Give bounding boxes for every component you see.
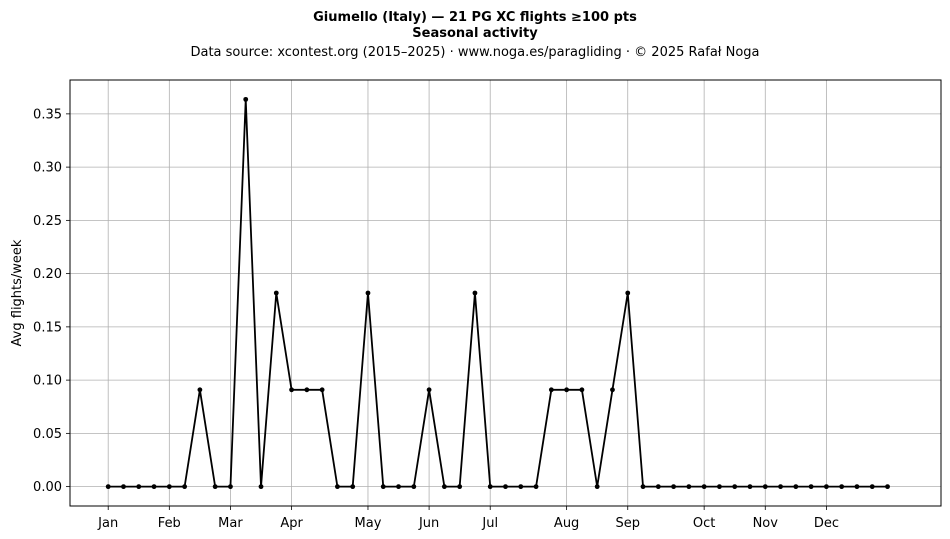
data-point xyxy=(778,484,783,490)
data-point xyxy=(273,290,279,296)
data-point xyxy=(411,484,417,490)
data-point xyxy=(472,290,478,296)
y-tick-label: 0.20 xyxy=(33,267,62,282)
data-point xyxy=(655,484,661,490)
x-tick-label: Oct xyxy=(693,516,715,531)
data-point xyxy=(717,484,722,490)
x-tick-label: Apr xyxy=(280,516,303,531)
grid xyxy=(70,80,941,506)
data-point xyxy=(625,290,631,296)
data-point xyxy=(823,484,829,490)
series-line xyxy=(108,98,888,488)
x-tick-label: Sep xyxy=(615,516,640,531)
y-axis-label: Avg flights/week xyxy=(10,239,25,346)
data-point xyxy=(747,484,753,490)
data-point xyxy=(151,484,157,490)
chart-subtitle: Seasonal activity xyxy=(412,26,538,41)
data-point xyxy=(441,484,447,490)
data-point xyxy=(548,387,554,393)
data-point xyxy=(197,387,203,393)
data-point xyxy=(212,484,218,490)
chart-title: Giumello (Italy) — 21 PG XC flights ≥100… xyxy=(313,10,637,25)
y-tick-label: 0.05 xyxy=(33,427,62,442)
data-point xyxy=(304,387,310,393)
data-point xyxy=(487,484,493,490)
data-point xyxy=(365,290,371,296)
y-tick-label: 0.30 xyxy=(33,161,62,176)
y-tick-label: 0.15 xyxy=(33,320,62,335)
data-point xyxy=(426,387,432,393)
x-tick-label: Jun xyxy=(418,516,439,531)
data-point xyxy=(166,484,172,490)
x-tick-label: May xyxy=(355,516,382,531)
data-point xyxy=(793,484,799,490)
x-tick-label: Aug xyxy=(554,516,579,531)
y-axis: 0.00 0.05 0.10 0.15 0.20 0.25 0.30 0.35 xyxy=(33,107,70,495)
y-tick-label: 0.35 xyxy=(33,107,62,122)
data-point xyxy=(503,484,508,490)
x-tick-label: Nov xyxy=(753,516,779,531)
data-point xyxy=(380,484,386,490)
data-point xyxy=(762,484,768,490)
y-tick-label: 0.00 xyxy=(33,480,62,495)
data-point xyxy=(839,484,845,490)
x-tick-label: Feb xyxy=(158,516,181,531)
data-point xyxy=(335,484,340,490)
data-point xyxy=(258,484,264,490)
data-point xyxy=(671,484,676,490)
data-point xyxy=(121,484,126,490)
chart-source: Data source: xcontest.org (2015–2025) · … xyxy=(190,45,759,60)
data-point xyxy=(105,484,111,490)
y-tick-label: 0.10 xyxy=(33,374,62,389)
data-point xyxy=(533,484,539,490)
x-tick-label: Jan xyxy=(97,516,118,531)
y-tick-label: 0.25 xyxy=(33,214,62,229)
data-point xyxy=(594,484,600,490)
data-point xyxy=(610,387,615,393)
data-point xyxy=(701,484,707,490)
data-point xyxy=(319,387,325,393)
x-tick-label: Mar xyxy=(218,516,243,531)
data-point xyxy=(885,484,890,490)
data-point xyxy=(182,484,188,490)
x-axis: Jan Feb Mar Apr May Jun Jul Aug Sep Oct Nov Dec xyxy=(97,506,839,531)
data-point xyxy=(396,484,401,490)
series-layer xyxy=(105,96,890,490)
data-point xyxy=(640,484,646,490)
x-tick-label: Dec xyxy=(814,516,839,531)
data-point xyxy=(136,484,142,490)
data-point xyxy=(854,484,860,490)
data-point xyxy=(808,484,814,490)
data-point xyxy=(457,484,463,490)
data-point xyxy=(228,484,233,490)
x-tick-label: Jul xyxy=(481,516,498,531)
data-point xyxy=(564,387,570,393)
plot-frame xyxy=(69,79,942,507)
data-point xyxy=(686,484,692,490)
data-point xyxy=(579,387,585,393)
data-point xyxy=(732,484,738,490)
data-point xyxy=(518,484,524,490)
data-point xyxy=(869,484,875,490)
data-point xyxy=(350,484,356,490)
data-point xyxy=(243,96,249,102)
data-point xyxy=(289,387,294,393)
